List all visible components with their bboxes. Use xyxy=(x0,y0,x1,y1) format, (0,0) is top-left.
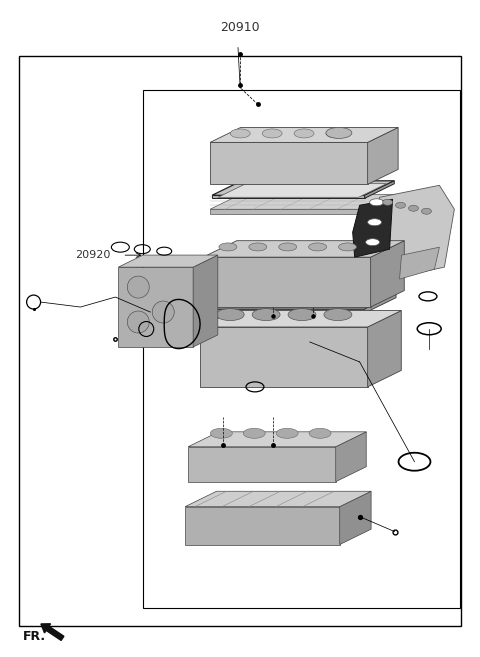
Polygon shape xyxy=(203,257,371,307)
Ellipse shape xyxy=(127,276,149,298)
Ellipse shape xyxy=(324,309,352,321)
Ellipse shape xyxy=(291,292,317,305)
Ellipse shape xyxy=(309,243,326,251)
Polygon shape xyxy=(212,181,394,195)
Ellipse shape xyxy=(288,309,316,321)
Ellipse shape xyxy=(338,243,357,251)
Text: FR.: FR. xyxy=(23,630,46,643)
Ellipse shape xyxy=(383,199,393,205)
Polygon shape xyxy=(210,143,368,185)
Ellipse shape xyxy=(127,311,149,333)
Ellipse shape xyxy=(309,428,331,438)
Ellipse shape xyxy=(370,199,384,206)
Polygon shape xyxy=(399,247,439,279)
Ellipse shape xyxy=(294,129,314,138)
Polygon shape xyxy=(210,127,398,143)
Polygon shape xyxy=(119,255,218,267)
Ellipse shape xyxy=(396,202,406,208)
Ellipse shape xyxy=(216,309,244,321)
Polygon shape xyxy=(368,311,401,387)
Ellipse shape xyxy=(421,208,432,214)
Polygon shape xyxy=(218,184,386,197)
Ellipse shape xyxy=(243,428,265,438)
Ellipse shape xyxy=(249,243,267,251)
Text: 20910: 20910 xyxy=(220,20,260,34)
Polygon shape xyxy=(185,491,371,507)
Ellipse shape xyxy=(262,129,282,138)
Ellipse shape xyxy=(219,292,245,305)
Ellipse shape xyxy=(326,129,346,138)
Polygon shape xyxy=(210,194,395,209)
Polygon shape xyxy=(185,507,340,545)
Ellipse shape xyxy=(219,243,237,251)
Ellipse shape xyxy=(279,243,297,251)
Polygon shape xyxy=(365,294,396,313)
Polygon shape xyxy=(188,432,366,447)
Ellipse shape xyxy=(366,238,380,246)
Ellipse shape xyxy=(408,205,419,212)
Polygon shape xyxy=(374,185,455,279)
Ellipse shape xyxy=(152,301,174,323)
Polygon shape xyxy=(200,311,401,327)
Polygon shape xyxy=(336,432,366,482)
Ellipse shape xyxy=(210,428,232,438)
FancyArrow shape xyxy=(41,623,64,641)
Polygon shape xyxy=(203,240,404,257)
Polygon shape xyxy=(353,199,393,257)
Polygon shape xyxy=(365,181,394,198)
Polygon shape xyxy=(212,195,365,198)
Polygon shape xyxy=(200,327,368,387)
Ellipse shape xyxy=(368,219,382,226)
Ellipse shape xyxy=(326,127,352,139)
Polygon shape xyxy=(193,255,218,347)
Ellipse shape xyxy=(255,292,281,305)
Polygon shape xyxy=(119,267,193,347)
Polygon shape xyxy=(188,447,336,482)
Text: 20920: 20920 xyxy=(75,250,111,260)
Polygon shape xyxy=(210,209,365,214)
Polygon shape xyxy=(203,309,365,313)
Polygon shape xyxy=(365,194,395,214)
Polygon shape xyxy=(368,127,398,185)
Ellipse shape xyxy=(327,292,353,305)
Polygon shape xyxy=(340,491,371,545)
Ellipse shape xyxy=(252,309,280,321)
Ellipse shape xyxy=(230,129,250,138)
Ellipse shape xyxy=(276,428,298,438)
Polygon shape xyxy=(371,240,404,307)
Polygon shape xyxy=(203,294,396,309)
